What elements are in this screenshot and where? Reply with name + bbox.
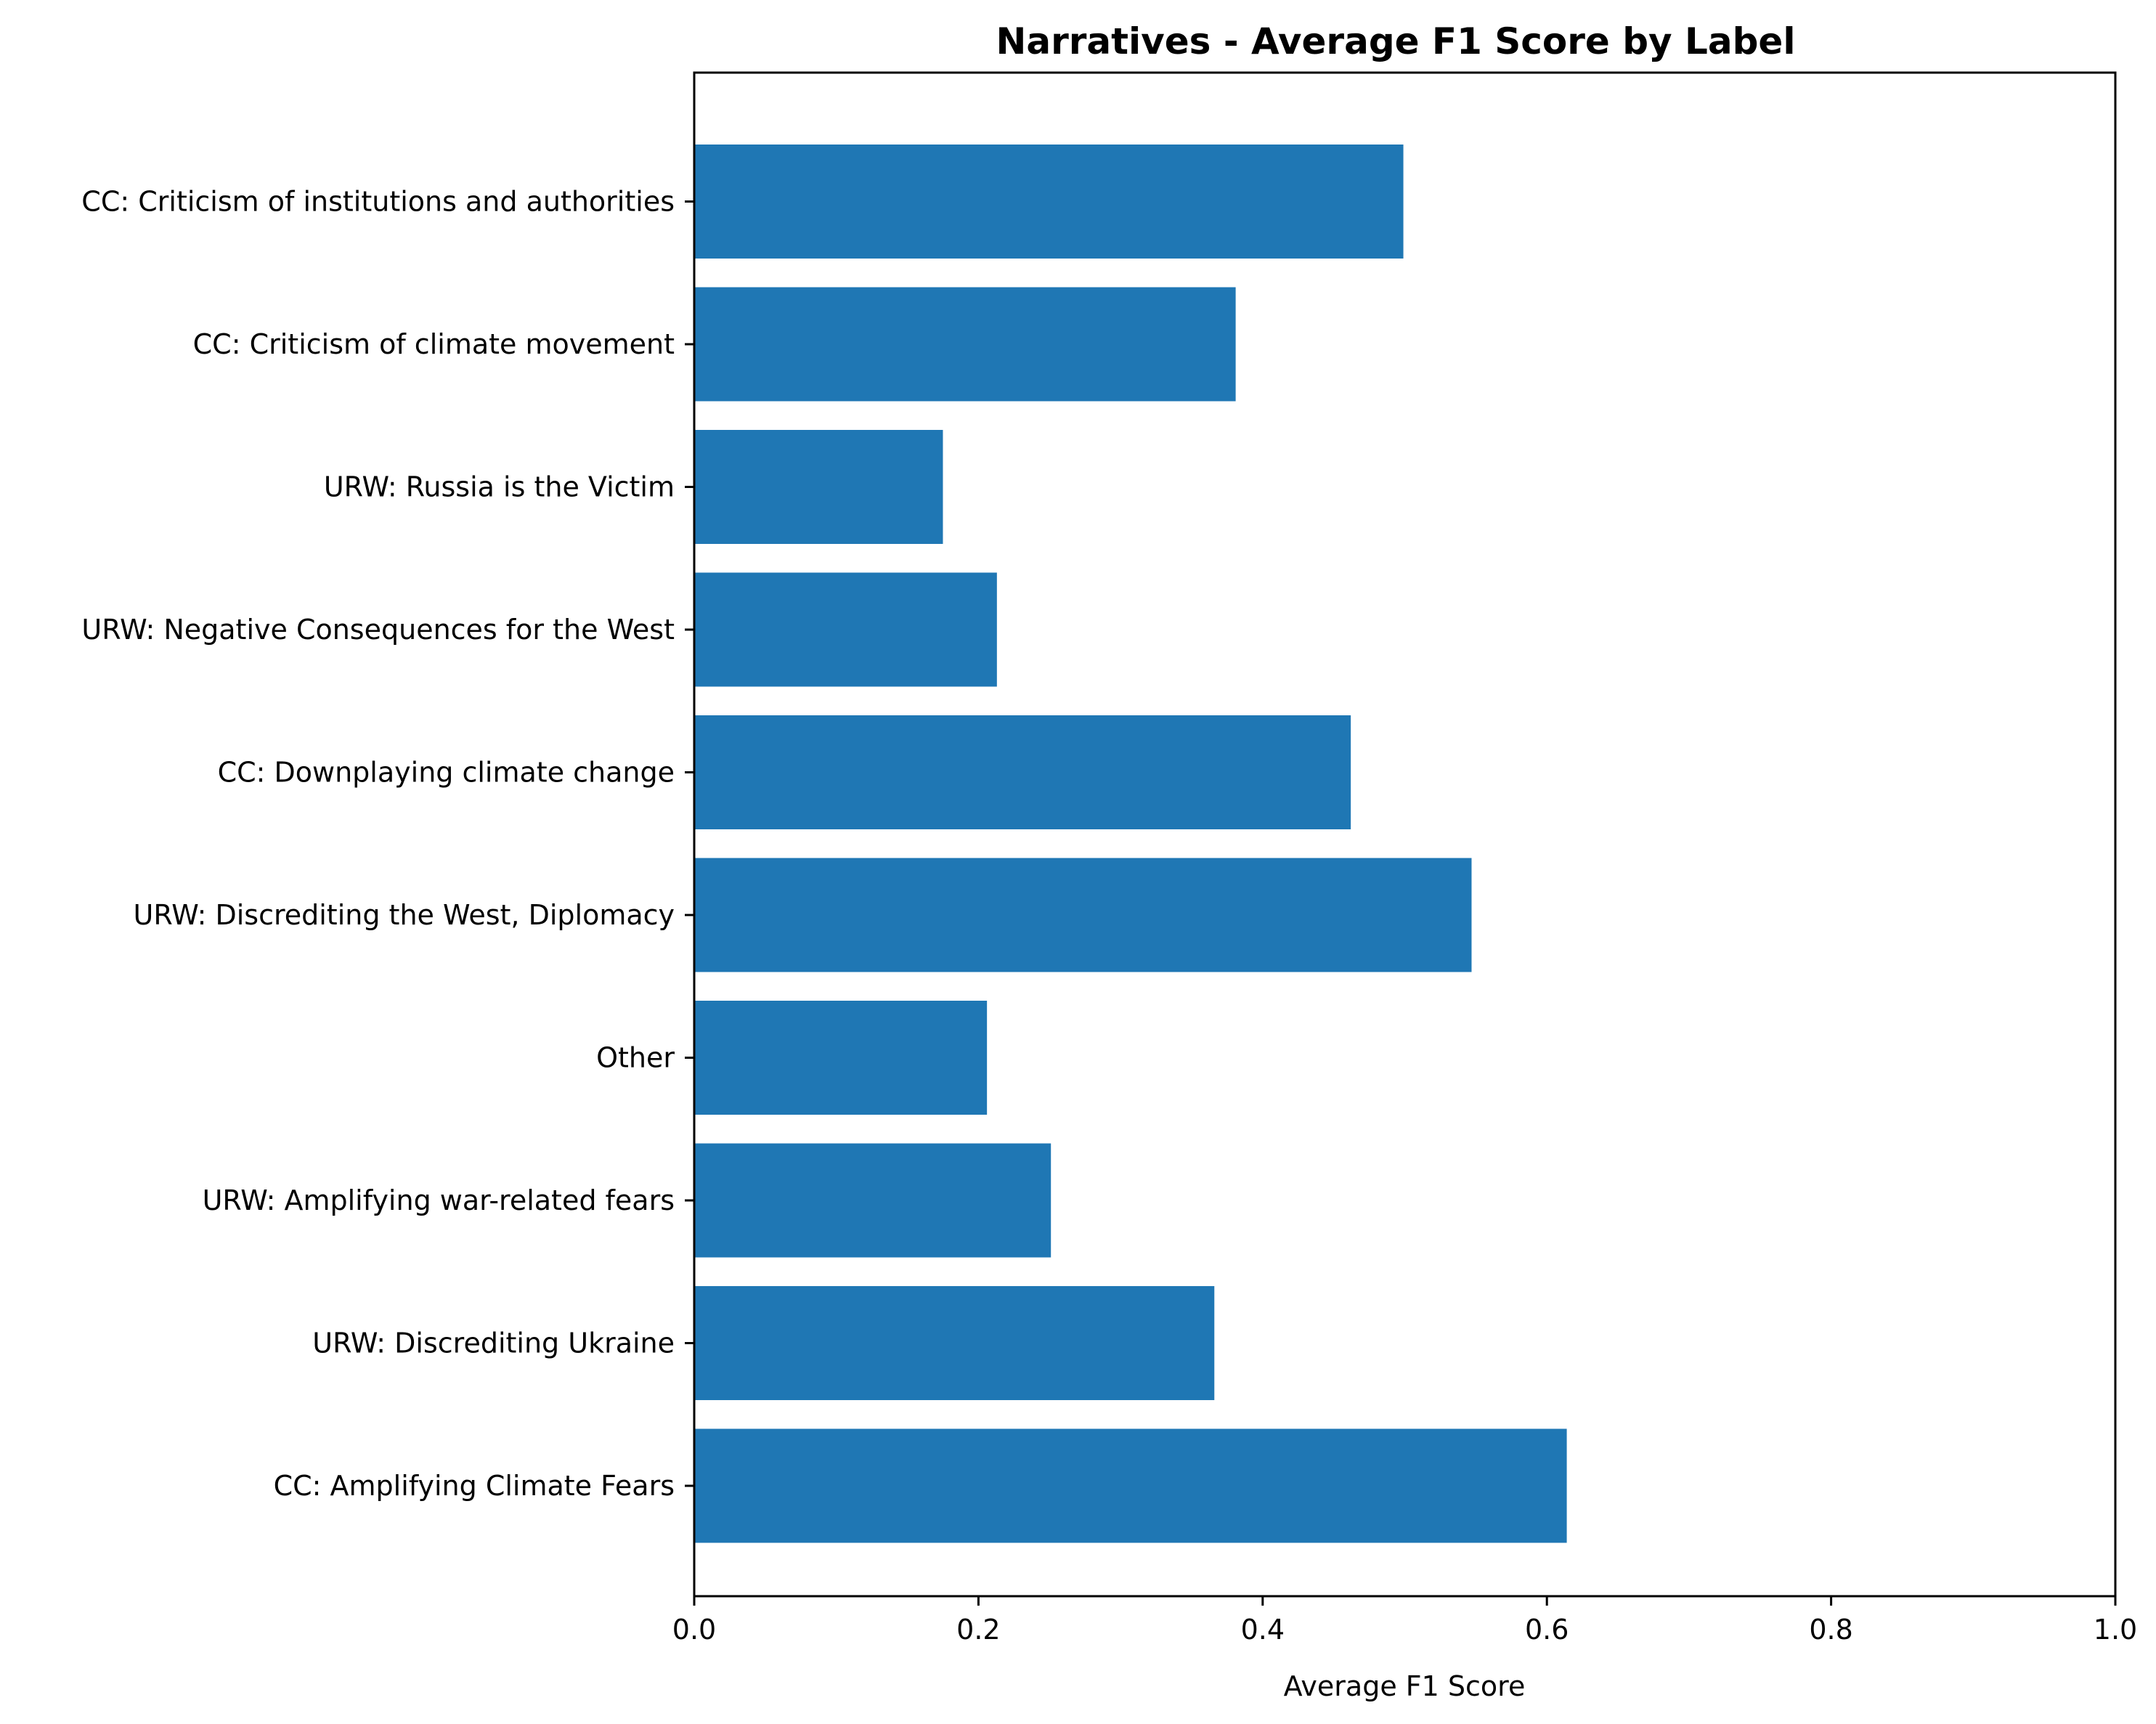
bar-2 [694, 1143, 1051, 1258]
bar-8 [694, 287, 1236, 402]
bar-9 [694, 145, 1404, 259]
bar-5 [694, 715, 1351, 829]
x-tick-label-5: 1.0 [2094, 1614, 2137, 1646]
plot-frame [693, 71, 2117, 1598]
x-tick-label-3: 0.6 [1525, 1614, 1569, 1646]
bar-6 [694, 572, 997, 687]
bar-7 [694, 430, 943, 544]
y-axis: CC: Amplifying Climate Fears URW: Discred… [81, 186, 694, 1502]
bars-layer [694, 145, 1567, 1543]
y-tick-label-1: URW: Discrediting Ukraine [312, 1327, 675, 1359]
bar-1 [694, 1286, 1215, 1400]
bar-0 [694, 1428, 1567, 1543]
x-tick-label-2: 0.4 [1241, 1614, 1285, 1646]
x-tick-label-4: 0.8 [1809, 1614, 1852, 1646]
y-tick-label-6: URW: Negative Consequences for the West [81, 614, 675, 646]
x-axis-label: Average F1 Score [1284, 1670, 1526, 1702]
bar-3 [694, 1001, 988, 1115]
y-tick-label-8: CC: Criticism of climate movement [193, 328, 675, 360]
x-axis: 0.0 0.2 0.4 0.6 0.8 1.0 [672, 1596, 2137, 1646]
x-tick-label-0: 0.0 [672, 1614, 716, 1646]
y-tick-label-0: CC: Amplifying Climate Fears [274, 1470, 675, 1502]
chart-title: Narratives - Average F1 Score by Label [996, 20, 1795, 62]
y-tick-label-3: Other [596, 1042, 675, 1074]
y-tick-label-4: URW: Discrediting the West, Diplomacy [134, 899, 675, 931]
y-tick-label-9: CC: Criticism of institutions and author… [81, 186, 675, 218]
bar-4 [694, 858, 1472, 972]
y-tick-label-5: CC: Downplaying climate change [218, 757, 675, 789]
y-tick-label-7: URW: Russia is the Victim [324, 471, 675, 503]
y-tick-label-2: URW: Amplifying war-related fears [203, 1184, 675, 1216]
x-tick-label-1: 0.2 [956, 1614, 1000, 1646]
